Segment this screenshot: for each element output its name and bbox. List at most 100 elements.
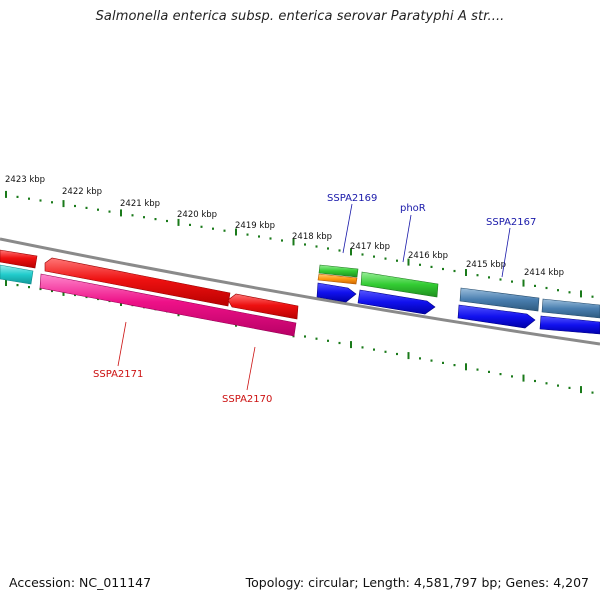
upper-row-minor-tick — [396, 259, 398, 262]
kbp-label-2417: 2417 kbp — [350, 242, 390, 252]
kbp-label-2418: 2418 kbp — [292, 232, 332, 242]
leader-sspa2171 — [117, 321, 127, 367]
upper-row-minor-tick — [51, 201, 53, 204]
gene-blue-1[interactable] — [316, 282, 357, 303]
upper-row-minor-tick — [591, 295, 594, 298]
lower-row-minor-tick — [488, 370, 490, 373]
gene-label-sspa2170: SSPA2170 — [222, 394, 272, 405]
gene-red-short[interactable] — [227, 293, 299, 320]
genome-backbone — [0, 237, 600, 346]
gene-sspa2169-green[interactable] — [318, 264, 359, 278]
upper-row-minor-tick — [488, 276, 490, 279]
upper-row-major-tick — [120, 209, 122, 217]
gene-cyan-left[interactable] — [0, 264, 34, 285]
upper-row-minor-tick — [315, 245, 318, 248]
gene-phor[interactable] — [360, 271, 439, 298]
leader-phor — [402, 214, 412, 263]
upper-row-minor-tick — [453, 269, 456, 273]
lower-row-minor-tick — [442, 361, 444, 364]
lower-row-minor-tick — [384, 350, 387, 353]
lower-row-minor-tick — [534, 379, 536, 383]
upper-row-major-tick — [407, 258, 410, 266]
lower-row-minor-tick — [361, 346, 364, 349]
upper-row-minor-tick — [166, 219, 168, 223]
gene-sspa2167[interactable] — [459, 287, 540, 312]
lower-row-minor-tick — [396, 352, 398, 356]
lower-row-minor-tick — [419, 357, 421, 360]
leader-sspa2167 — [501, 227, 511, 278]
gene-sspa2169-orange[interactable] — [317, 273, 358, 285]
lower-row-minor-tick — [16, 284, 19, 287]
upper-row-major-tick — [350, 248, 352, 256]
lower-row-minor-tick — [39, 287, 42, 291]
lower-row-minor-tick — [28, 286, 30, 289]
upper-row-major-tick — [5, 190, 7, 198]
lower-row-minor-tick — [315, 337, 318, 340]
lower-row-major-tick — [580, 386, 582, 394]
upper-row-minor-tick — [534, 284, 536, 287]
upper-row-minor-tick — [143, 216, 145, 219]
lower-row-minor-tick — [499, 373, 502, 376]
lower-row-minor-tick — [373, 348, 375, 351]
lower-row-major-tick — [5, 279, 7, 286]
lower-row-minor-tick — [568, 386, 571, 389]
leader-sspa2169 — [342, 203, 353, 254]
kbp-label-2423: 2423 kbp — [5, 175, 45, 185]
gene-red-left-edge[interactable] — [0, 249, 38, 269]
lower-row-minor-tick — [557, 384, 559, 387]
upper-row-major-tick — [235, 228, 237, 236]
lower-row-major-tick — [522, 374, 525, 382]
upper-row-minor-tick — [511, 280, 513, 283]
lower-row-minor-tick — [511, 375, 513, 378]
lower-row-minor-tick — [453, 364, 456, 367]
upper-row-minor-tick — [384, 257, 387, 260]
lower-row-minor-tick — [430, 359, 433, 362]
upper-row-minor-tick — [327, 247, 329, 250]
kbp-label-2421: 2421 kbp — [120, 199, 160, 209]
upper-row-minor-tick — [16, 195, 19, 198]
upper-row-minor-tick — [97, 208, 99, 211]
upper-row-minor-tick — [223, 229, 226, 232]
kbp-label-2414: 2414 kbp — [524, 268, 564, 278]
upper-row-minor-tick — [476, 274, 479, 277]
lower-row-minor-tick — [327, 339, 329, 342]
upper-row-major-tick — [292, 238, 295, 246]
upper-row-minor-tick — [131, 214, 134, 217]
gene-blue-2[interactable] — [357, 289, 436, 315]
lower-row-major-tick — [407, 352, 410, 360]
upper-row-minor-tick — [258, 235, 260, 238]
upper-row-major-tick — [580, 290, 582, 298]
upper-row-minor-tick — [200, 225, 203, 228]
lower-row-minor-tick — [591, 391, 594, 394]
kbp-label-2420: 2420 kbp — [177, 210, 217, 220]
upper-row-minor-tick — [430, 265, 433, 268]
lower-row-minor-tick — [74, 293, 76, 297]
lower-row-minor-tick — [304, 335, 306, 338]
upper-row-minor-tick — [557, 289, 559, 292]
upper-row-minor-tick — [74, 204, 76, 208]
upper-row-minor-tick — [545, 286, 548, 290]
upper-row-minor-tick — [154, 218, 157, 221]
upper-row-minor-tick — [338, 249, 341, 252]
upper-row-minor-tick — [39, 199, 42, 202]
gene-steel-right[interactable] — [541, 298, 600, 319]
lower-row-minor-tick — [338, 341, 341, 345]
gene-blue-4[interactable] — [539, 315, 600, 335]
upper-row-minor-tick — [85, 206, 88, 209]
upper-row-minor-tick — [269, 237, 272, 240]
gene-label-sspa2169: SSPA2169 — [327, 193, 377, 204]
upper-row-minor-tick — [212, 227, 214, 230]
upper-row-minor-tick — [442, 267, 444, 271]
upper-row-major-tick — [465, 269, 467, 276]
upper-row-minor-tick — [419, 263, 421, 266]
gene-label-sspa2167: SSPA2167 — [486, 217, 536, 228]
gene-blue-3[interactable] — [457, 304, 536, 329]
gene-sspa2171[interactable] — [39, 273, 297, 337]
genome-title: Salmonella enterica subsp. enterica sero… — [95, 9, 505, 24]
lower-row-major-tick — [465, 363, 467, 371]
gene-label-sspa2171: SSPA2171 — [93, 369, 143, 380]
upper-row-minor-tick — [568, 291, 571, 294]
lower-row-major-tick — [350, 341, 352, 349]
accession-label: Accession: NC_011147 — [9, 575, 152, 590]
upper-row-minor-tick — [108, 210, 111, 213]
